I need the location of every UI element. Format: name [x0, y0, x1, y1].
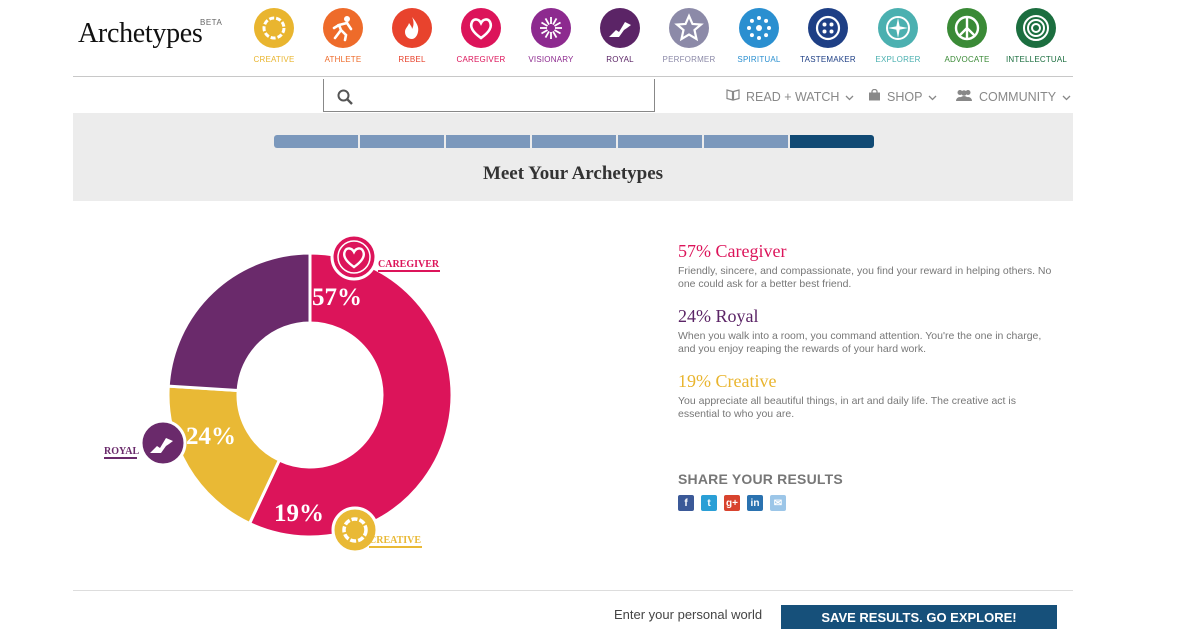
archetype-label: CAREGIVER — [456, 55, 506, 64]
value-label-royal: 24% — [186, 423, 236, 450]
share-email-icon[interactable]: ✉ — [770, 495, 786, 511]
progress-step — [618, 135, 702, 148]
result-title-royal: 24% Royal — [678, 306, 759, 326]
chevron-down-icon — [928, 90, 937, 104]
enter-personal-world-link[interactable]: Enter your personal world — [614, 607, 763, 622]
share-google-plus-icon[interactable]: g+ — [724, 495, 740, 511]
value-label-creative: 19% — [274, 500, 324, 527]
shopping-bag-icon — [868, 88, 881, 104]
rebel-icon — [392, 8, 432, 48]
archetype-donut-chart: 57% 19% 24% CAREGIVER CREATIVE ROYAL — [104, 233, 454, 554]
donut-slice-creative — [166, 384, 282, 526]
archetype-label: REBEL — [398, 55, 426, 64]
page-title: Meet Your Archetypes — [482, 163, 664, 184]
archetype-explorer[interactable]: EXPLORER — [868, 8, 928, 64]
archetype-label: VISIONARY — [528, 55, 574, 64]
category-label-caregiver: CAREGIVER — [378, 259, 440, 270]
advocate-icon — [947, 8, 987, 48]
chevron-down-icon — [845, 90, 854, 104]
archetype-advocate[interactable]: ADVOCATE — [937, 8, 997, 64]
donut-slice-caregiver — [247, 251, 454, 539]
share-title: SHARE YOUR RESULTS — [678, 471, 843, 487]
nav-shop[interactable]: SHOP — [868, 88, 937, 104]
progress-step — [360, 135, 444, 148]
progress-step — [532, 135, 616, 148]
archetype-intellectual[interactable]: INTELLECTUAL — [1006, 8, 1068, 64]
nav-read-watch-label: READ + WATCH — [746, 89, 840, 104]
progress-step — [790, 135, 874, 148]
category-label-royal: ROYAL — [104, 446, 140, 457]
visionary-icon — [531, 8, 571, 48]
archetype-label: EXPLORER — [875, 55, 921, 64]
footer-divider — [73, 590, 1073, 591]
progress-step — [274, 135, 358, 148]
creative-icon — [254, 8, 294, 48]
archetype-label: INTELLECTUAL — [1006, 55, 1068, 64]
performer-icon — [669, 8, 709, 48]
archetype-athlete[interactable]: ATHLETE — [313, 8, 373, 64]
search-input[interactable] — [360, 83, 649, 111]
header-divider — [73, 76, 1073, 77]
book-icon — [726, 89, 740, 104]
search-icon[interactable] — [337, 89, 353, 110]
archetype-label: TASTEMAKER — [800, 55, 856, 64]
nav-shop-label: SHOP — [887, 89, 923, 104]
chevron-down-icon — [1062, 90, 1071, 104]
caregiver-icon — [330, 233, 378, 281]
explorer-icon — [878, 8, 918, 48]
archetype-creative[interactable]: CREATIVE — [244, 8, 304, 64]
share-linkedin-icon[interactable]: in — [747, 495, 763, 511]
archetype-performer[interactable]: PERFORMER — [659, 8, 719, 64]
progress-step — [446, 135, 530, 148]
creative-icon — [331, 506, 379, 554]
archetype-spiritual[interactable]: SPIRITUAL — [729, 8, 789, 64]
archetype-label: CREATIVE — [253, 55, 295, 64]
progress-panel — [73, 113, 1073, 201]
archetype-label: ADVOCATE — [944, 55, 990, 64]
logo[interactable]: Archetypes — [78, 18, 203, 49]
value-label-caregiver: 57% — [312, 284, 362, 311]
archetype-label: PERFORMER — [662, 55, 716, 64]
intellectual-icon — [1016, 8, 1056, 48]
archetype-caregiver[interactable]: CAREGIVER — [451, 8, 511, 64]
result-desc-royal: When you walk into a room, you command a… — [678, 330, 1042, 355]
royal-icon — [139, 419, 187, 467]
category-label-creative: CREATIVE — [369, 535, 421, 546]
archetype-label: SPIRITUAL — [737, 55, 781, 64]
result-title-caregiver: 57% Caregiver — [678, 241, 787, 261]
archetype-royal[interactable]: ROYAL — [590, 8, 650, 64]
result-title-creative: 19% Creative — [678, 371, 777, 391]
nav-community[interactable]: COMMUNITY — [955, 89, 1071, 104]
spiritual-icon — [739, 8, 779, 48]
caregiver-icon — [461, 8, 501, 48]
beta-badge: BETA — [200, 18, 223, 27]
donut-slice-royal — [166, 251, 312, 393]
royal-icon — [600, 8, 640, 48]
progress-step — [704, 135, 788, 148]
people-icon — [955, 89, 973, 104]
nav-read-watch[interactable]: READ + WATCH — [726, 89, 854, 104]
tastemaker-icon — [808, 8, 848, 48]
archetype-tastemaker[interactable]: TASTEMAKER — [798, 8, 858, 64]
archetype-label: ATHLETE — [324, 55, 362, 64]
nav-community-label: COMMUNITY — [979, 89, 1057, 104]
athlete-icon — [323, 8, 363, 48]
save-results-button[interactable]: SAVE RESULTS. GO EXPLORE! — [781, 605, 1057, 629]
archetype-label: ROYAL — [606, 55, 634, 64]
archetype-visionary[interactable]: VISIONARY — [521, 8, 581, 64]
result-desc-caregiver: Friendly, sincere, and compassionate, yo… — [678, 265, 1052, 290]
share-facebook-icon[interactable]: f — [678, 495, 694, 511]
share-twitter-icon[interactable]: t — [701, 495, 717, 511]
archetype-rebel[interactable]: REBEL — [382, 8, 442, 64]
result-desc-creative: You appreciate all beautiful things, in … — [678, 395, 1016, 420]
